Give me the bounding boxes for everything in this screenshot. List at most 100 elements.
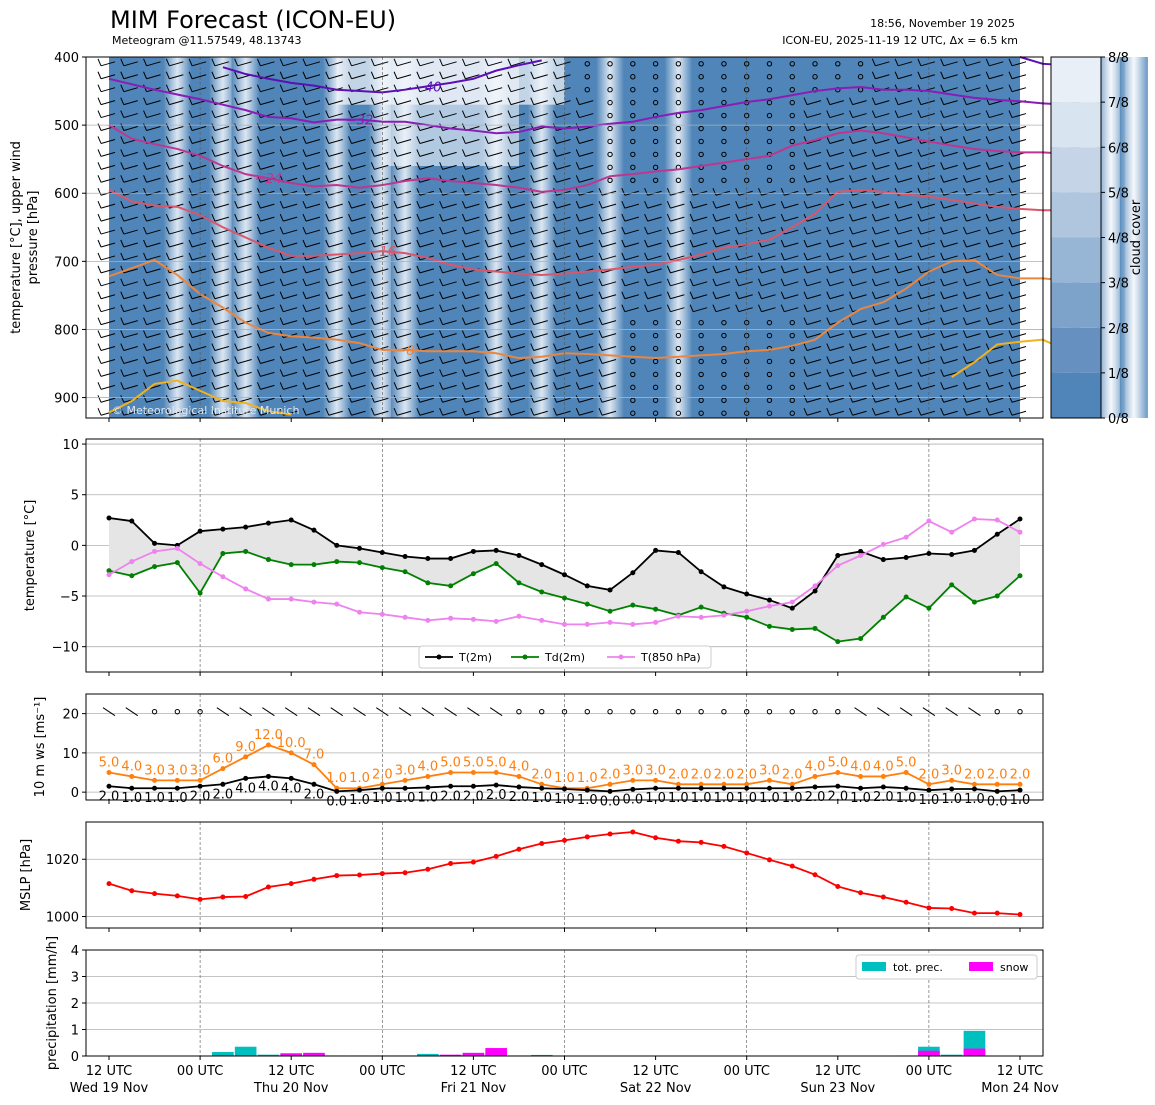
calm-wind-circle xyxy=(766,125,773,132)
wind-barb-flag xyxy=(507,200,512,209)
wind-barb xyxy=(943,307,958,313)
wind-barb-flag xyxy=(758,252,762,261)
wind-barb xyxy=(920,74,936,80)
wind-barb xyxy=(146,320,161,326)
calm-wind-circle xyxy=(698,61,704,67)
wind-barb-flag xyxy=(370,356,375,364)
wind-barb-flag xyxy=(871,291,876,299)
wind-barb xyxy=(214,307,230,313)
mslp-point xyxy=(789,863,795,869)
wind-barb-flag xyxy=(302,408,307,416)
wind-barb-flag xyxy=(97,278,102,287)
wind-barb-flag xyxy=(849,226,854,235)
wind-barb xyxy=(966,281,981,287)
mslp-point xyxy=(880,894,886,900)
wind-barb xyxy=(738,307,753,313)
wind-barb xyxy=(374,126,389,131)
wind-barb xyxy=(738,203,753,209)
wind-barb xyxy=(442,358,457,364)
wind-barb xyxy=(488,346,503,352)
calm-wind-circle xyxy=(721,397,727,403)
wind-barb xyxy=(442,203,457,209)
wind-barb-flag xyxy=(348,200,352,209)
wind-barb-flag xyxy=(416,200,421,209)
wind-barb xyxy=(1011,307,1027,313)
wind-barb xyxy=(670,255,685,261)
wind-barb xyxy=(601,229,617,235)
wind-barb xyxy=(647,229,662,235)
wind-barb-flag xyxy=(894,213,899,222)
wind-barb-flag xyxy=(917,369,922,377)
wind-barb-flag xyxy=(393,226,398,235)
wind-barb xyxy=(738,216,753,222)
wind-barb-flag xyxy=(735,226,740,235)
wind-barb xyxy=(374,138,389,144)
wind-barb-flag xyxy=(279,200,284,209)
wind-barb xyxy=(237,126,252,131)
wind-barb-flag xyxy=(188,239,193,248)
wind-barb-flag xyxy=(484,162,489,170)
wind-barb xyxy=(579,138,594,144)
wind-barb-flag xyxy=(849,395,854,403)
wind-barb-flag xyxy=(325,213,330,222)
wind-barb-flag xyxy=(165,239,170,248)
wind-barb xyxy=(533,346,548,352)
wind-barb-flag xyxy=(97,149,102,157)
wind-barb-flag xyxy=(598,343,603,351)
upper-wind-barbs xyxy=(97,58,1027,416)
wind-barb-flag xyxy=(165,123,170,131)
wind-barb-flag xyxy=(644,239,649,248)
wind-barb xyxy=(829,397,844,403)
calm-wind-circle xyxy=(789,410,795,416)
wind-barb-flag xyxy=(962,149,967,157)
wind-barb xyxy=(328,203,343,209)
wind-barb xyxy=(351,74,366,80)
wind-barb-flag xyxy=(211,110,216,118)
wind-barb-flag xyxy=(894,162,899,170)
wind-barb xyxy=(328,61,343,67)
wind-barb-flag xyxy=(553,213,557,222)
wind-speed-label: 3.0 xyxy=(144,763,165,778)
temperature-point xyxy=(243,586,249,592)
wind-barb xyxy=(100,242,116,248)
wind-barb-flag xyxy=(188,213,193,222)
wind-barb-flag xyxy=(120,84,125,92)
wind-barb-flag xyxy=(393,123,398,131)
wind-barb-flag xyxy=(1008,84,1013,92)
wind-barb xyxy=(852,281,867,287)
wind-speed-label: 3.0 xyxy=(645,763,666,778)
wind-barb xyxy=(647,242,662,248)
wind-barb xyxy=(533,320,548,326)
wind-barb xyxy=(875,294,890,300)
wind-speed-point xyxy=(265,773,271,779)
wind-barb xyxy=(966,100,981,106)
wind-speed-point xyxy=(766,777,772,783)
wind-barb-flag xyxy=(348,382,352,390)
temperature-point xyxy=(106,515,112,521)
calm-wind-circle xyxy=(630,74,636,80)
wind-barb xyxy=(966,113,981,119)
temperature-point xyxy=(311,599,317,605)
wind-barb xyxy=(852,242,867,248)
wind-barb-flag xyxy=(575,382,580,390)
wind-barb xyxy=(283,229,298,235)
wind-barb xyxy=(374,100,389,106)
wind-barb-flag xyxy=(348,175,352,183)
wind-barb xyxy=(351,371,366,377)
wind-barb xyxy=(488,61,503,67)
wind-barb-flag xyxy=(211,408,216,416)
wind-barb-flag xyxy=(758,226,762,235)
wind-barb xyxy=(897,384,913,390)
wind-barb-flag xyxy=(97,110,102,118)
wind-barb xyxy=(943,397,958,403)
wind-barb-flag xyxy=(507,149,512,157)
temperature-point xyxy=(288,562,294,568)
wind-barb xyxy=(715,307,731,313)
wind-barb-flag xyxy=(553,110,557,118)
wind-barb-flag xyxy=(871,239,876,248)
wind-speed-label: 1.0 xyxy=(759,791,780,806)
wind-barb-flag xyxy=(370,136,375,144)
wind-barb-flag xyxy=(758,265,762,274)
wind-barb xyxy=(943,87,958,93)
wind-barb-flag xyxy=(97,213,102,222)
